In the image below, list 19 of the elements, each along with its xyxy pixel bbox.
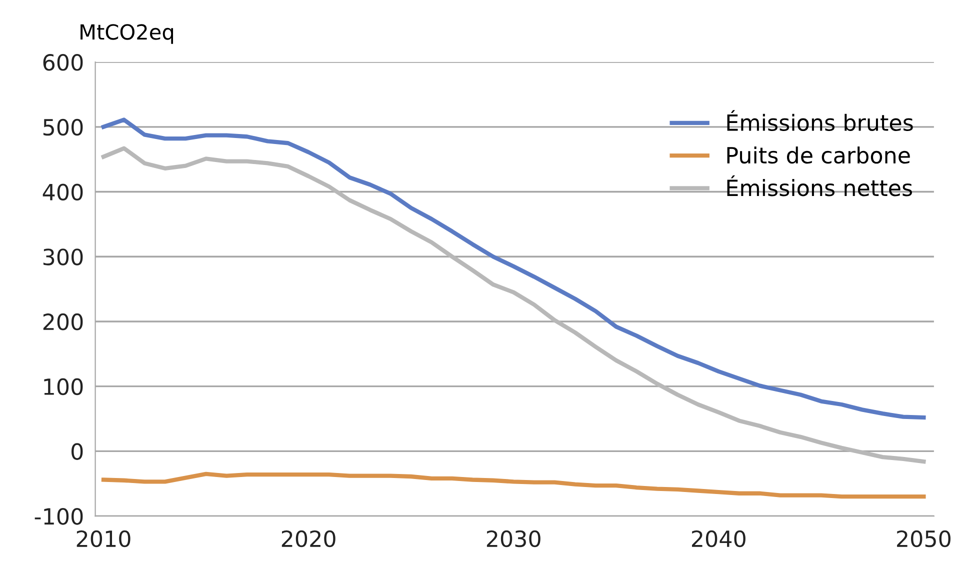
x-tick-label: 2040: [692, 530, 746, 548]
y-tick-label: 0: [72, 443, 83, 460]
y-tick-label: 400: [42, 184, 83, 201]
line-series: [101, 146, 926, 464]
x-tick-label: 2030: [486, 530, 540, 548]
y-tick-label: 100: [44, 378, 83, 396]
line-series: [101, 472, 926, 499]
x-tick-label: 2010: [76, 530, 130, 548]
y-axis-title: MtCO2eq: [80, 24, 174, 44]
y-tick-label: 500: [43, 118, 83, 136]
y-tick-label: 300: [43, 248, 83, 266]
legend-label: Émissions nettes: [727, 175, 912, 196]
y-tick-label: -100: [34, 508, 83, 525]
legend-label: Puits de carbone: [727, 146, 910, 164]
y-tick-label: 600: [43, 54, 83, 71]
y-tick-label: 200: [43, 313, 83, 330]
x-tick-label: 2050: [897, 530, 950, 548]
legend-label: Émissions brutes: [727, 110, 913, 132]
x-tick-label: 2020: [282, 530, 336, 548]
